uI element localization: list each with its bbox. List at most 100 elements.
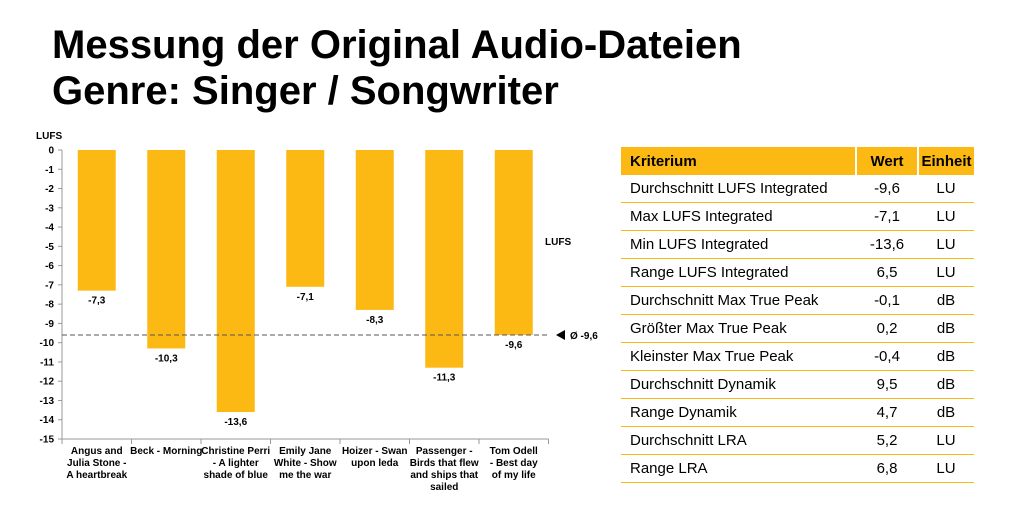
x-category-label-line: Birds that flew [410, 458, 479, 469]
page-title: Messung der Original Audio-Dateien Genre… [52, 22, 742, 114]
x-category-label-line: - Best day [490, 458, 538, 469]
x-category-label-line: Passenger - [416, 446, 473, 457]
y-tick-label: -8 [45, 300, 54, 311]
x-category-label: Emily Jane White - Show me the war [274, 446, 337, 481]
bar [494, 150, 533, 335]
x-category-label: Beck - Morning [130, 446, 202, 457]
y-tick-label: -3 [45, 203, 54, 214]
x-category-label-line: White - Show [274, 458, 337, 469]
y-tick-label: -12 [40, 377, 55, 388]
kriterium-cell: Max LUFS Integrated [621, 202, 856, 231]
x-category-label-line: Hoizer - Swan [342, 446, 408, 457]
table-row: Durchschnitt Max True Peak -0,1 dB [621, 286, 974, 315]
einheit-cell: LU [918, 230, 974, 259]
x-category-label-line: me the war [279, 470, 331, 481]
y-tick-label: -13 [40, 396, 55, 407]
bar-value-label: -13,6 [224, 417, 247, 428]
table-row: Max LUFS Integrated -7,1 LU [621, 202, 974, 231]
bar [286, 150, 325, 287]
wert-cell: 5,2 [856, 426, 918, 455]
wert-cell: -0,4 [856, 342, 918, 371]
bar [216, 150, 255, 413]
x-category-label: Hoizer - Swan upon leda [342, 446, 408, 469]
x-category-label-line: sailed [430, 482, 458, 493]
criteria-table: Kriterium Wert Einheit Durchschnitt LUFS… [621, 147, 974, 483]
wert-cell: -0,1 [856, 286, 918, 315]
kriterium-cell: Range Dynamik [621, 398, 856, 427]
x-category-label: Passenger -Birds that flew and ships that… [410, 446, 479, 493]
bar [77, 150, 116, 291]
einheit-cell: dB [918, 398, 974, 427]
table-row: Min LUFS Integrated -13,6 LU [621, 230, 974, 259]
bar-value-label: -9,6 [505, 340, 523, 351]
x-category-label-line: upon leda [351, 458, 399, 469]
wert-cell: -9,6 [856, 175, 918, 203]
x-category-label-line: Angus and [71, 446, 123, 457]
y-tick-label: -1 [45, 165, 54, 176]
x-category-label-line: Christine Perri [201, 446, 270, 457]
wert-cell: 6,8 [856, 454, 918, 483]
average-reference-label: Ø -9,6 [570, 331, 598, 342]
kriterium-cell: Durchschnitt Dynamik [621, 370, 856, 399]
einheit-cell: LU [918, 175, 974, 203]
title-line-1: Messung der Original Audio-Dateien [52, 23, 742, 67]
bar-value-label: -7,1 [297, 292, 315, 303]
y-tick-label: -4 [45, 223, 54, 234]
y-axis-title: LUFS [36, 131, 62, 142]
y-tick-label: -7 [45, 280, 54, 291]
einheit-cell: LU [918, 258, 974, 287]
lufs-bar-chart: LUFS 0 -1 -2 -3 -4 -5 -6 -7 -8 -9 -10 -11 -12 -13 -14 -1… [36, 131, 598, 493]
header-kriterium: Kriterium [621, 147, 856, 175]
kriterium-cell: Durchschnitt LRA [621, 426, 856, 455]
y-tick-label: -2 [45, 184, 54, 195]
wert-cell: 4,7 [856, 398, 918, 427]
kriterium-cell: Durchschnitt Max True Peak [621, 286, 856, 315]
kriterium-cell: Kleinster Max True Peak [621, 342, 856, 371]
table-row: Kleinster Max True Peak -0,4 dB [621, 342, 974, 371]
table-row: Range Dynamik 4,7 dB [621, 398, 974, 427]
table-header-row: Kriterium Wert Einheit [621, 147, 974, 175]
bar [147, 150, 186, 349]
table-row: Range LRA 6,8 LU [621, 454, 974, 483]
wert-cell: 0,2 [856, 314, 918, 343]
table-row: Größter Max True Peak 0,2 dB [621, 314, 974, 343]
bar-value-label: -7,3 [88, 296, 106, 307]
header-wert: Wert [855, 147, 918, 175]
einheit-cell: dB [918, 342, 974, 371]
kriterium-cell: Range LRA [621, 454, 856, 483]
kriterium-cell: Größter Max True Peak [621, 314, 856, 343]
wert-cell: -7,1 [856, 202, 918, 231]
table-row: Range LUFS Integrated 6,5 LU [621, 258, 974, 287]
y-tick-label: -10 [40, 338, 55, 349]
x-category-label-line: - A lighter [213, 458, 259, 469]
average-marker-icon [556, 329, 565, 340]
bar-value-label: -11,3 [433, 373, 456, 384]
bar-value-label: -8,3 [366, 315, 384, 326]
kriterium-cell: Durchschnitt LUFS Integrated [621, 175, 856, 203]
einheit-cell: dB [918, 286, 974, 315]
wert-cell: -13,6 [856, 230, 918, 259]
einheit-cell: dB [918, 370, 974, 399]
x-category-label: Tom Odell - Best day of my life [490, 446, 538, 481]
table-row: Durchschnitt Dynamik 9,5 dB [621, 370, 974, 399]
kriterium-cell: Range LUFS Integrated [621, 258, 856, 287]
einheit-cell: dB [918, 314, 974, 343]
table-row: Durchschnitt LRA 5,2 LU [621, 426, 974, 455]
series-legend-label: LUFS [545, 237, 571, 248]
y-tick-label: 0 [48, 146, 54, 157]
y-tick-label: -9 [45, 319, 54, 330]
x-category-label-line: Julia Stone - [67, 458, 126, 469]
einheit-cell: LU [918, 426, 974, 455]
bar [355, 150, 394, 310]
y-tick-label: -15 [40, 435, 55, 446]
x-category-label-line: shade of blue [204, 470, 269, 481]
x-category-label-line: of my life [492, 470, 536, 481]
x-category-label-line: Tom Odell [490, 446, 538, 457]
x-category-label: Christine Perri - A lighter shade of blue [201, 446, 270, 481]
bar-value-label: -10,3 [155, 353, 178, 364]
y-tick-label: -6 [45, 261, 54, 272]
wert-cell: 6,5 [856, 258, 918, 287]
einheit-cell: LU [918, 202, 974, 231]
title-line-2: Genre: Singer / Songwriter [52, 69, 559, 113]
x-category-label-line: Beck - Morning [130, 446, 202, 457]
